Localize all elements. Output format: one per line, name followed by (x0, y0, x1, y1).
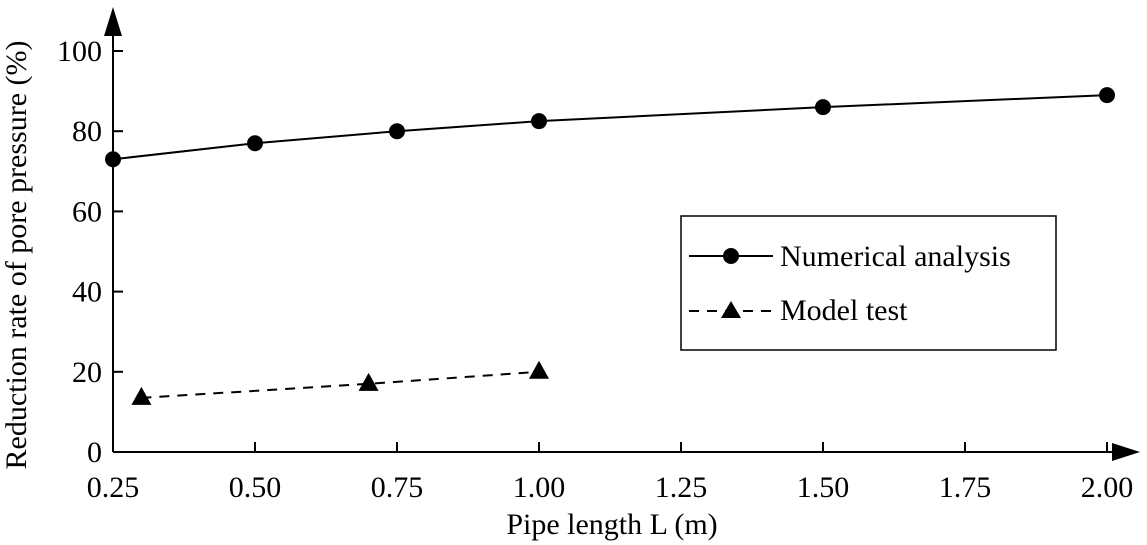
x-tick-label: 0.25 (87, 471, 140, 504)
legend-box (680, 215, 1057, 351)
data-point-numerical-analysis (247, 135, 263, 152)
series-numerical-analysis (105, 87, 1115, 168)
data-point-model-test (131, 386, 152, 405)
series-model-test (131, 360, 549, 405)
legend-label-model-test: Model test (780, 294, 908, 327)
x-axis-title: Pipe length L (m) (506, 508, 717, 541)
y-tick-label: 40 (72, 276, 102, 309)
data-point-numerical-analysis (389, 123, 405, 140)
series-layer (105, 87, 1115, 405)
x-axis-ticks: 0.25 0.50 0.75 1.00 1.25 1.50 1.75 2.00 (87, 442, 1134, 504)
legend: Numerical analysis Model test (680, 215, 1057, 351)
axes (104, 7, 1140, 461)
x-tick-label: 0.75 (371, 471, 424, 504)
x-tick-label: 0.50 (229, 471, 282, 504)
x-tick-label: 2.00 (1081, 471, 1134, 504)
x-tick-label: 1.50 (797, 471, 850, 504)
legend-label-numerical-analysis: Numerical analysis (780, 240, 1011, 273)
y-tick-label: 60 (72, 195, 102, 228)
x-tick-label: 1.25 (655, 471, 708, 504)
y-tick-label: 20 (72, 356, 102, 389)
data-point-numerical-analysis (105, 151, 121, 168)
y-axis-title: Reduction rate of pore pressure (%) (0, 41, 33, 470)
data-point-model-test (358, 372, 379, 391)
y-tick-label: 100 (57, 35, 102, 68)
x-tick-label: 1.00 (513, 471, 566, 504)
series-line-numerical-analysis (112, 94, 1108, 161)
data-point-numerical-analysis (531, 113, 547, 130)
y-axis-arrow (104, 7, 122, 36)
x-tick-label: 1.75 (939, 471, 992, 504)
y-tick-label: 0 (87, 436, 102, 469)
y-axis-ticks: 0 20 40 60 80 100 (57, 35, 123, 469)
data-point-model-test (529, 360, 549, 379)
x-axis-arrow (1112, 443, 1140, 461)
y-tick-label: 80 (72, 115, 102, 148)
series-line-model-test (141, 370, 540, 399)
data-point-numerical-analysis (815, 99, 831, 116)
legend-marker-numerical-analysis (723, 248, 739, 264)
data-point-numerical-analysis (1099, 87, 1115, 104)
legend-marker-model-test (721, 301, 741, 318)
